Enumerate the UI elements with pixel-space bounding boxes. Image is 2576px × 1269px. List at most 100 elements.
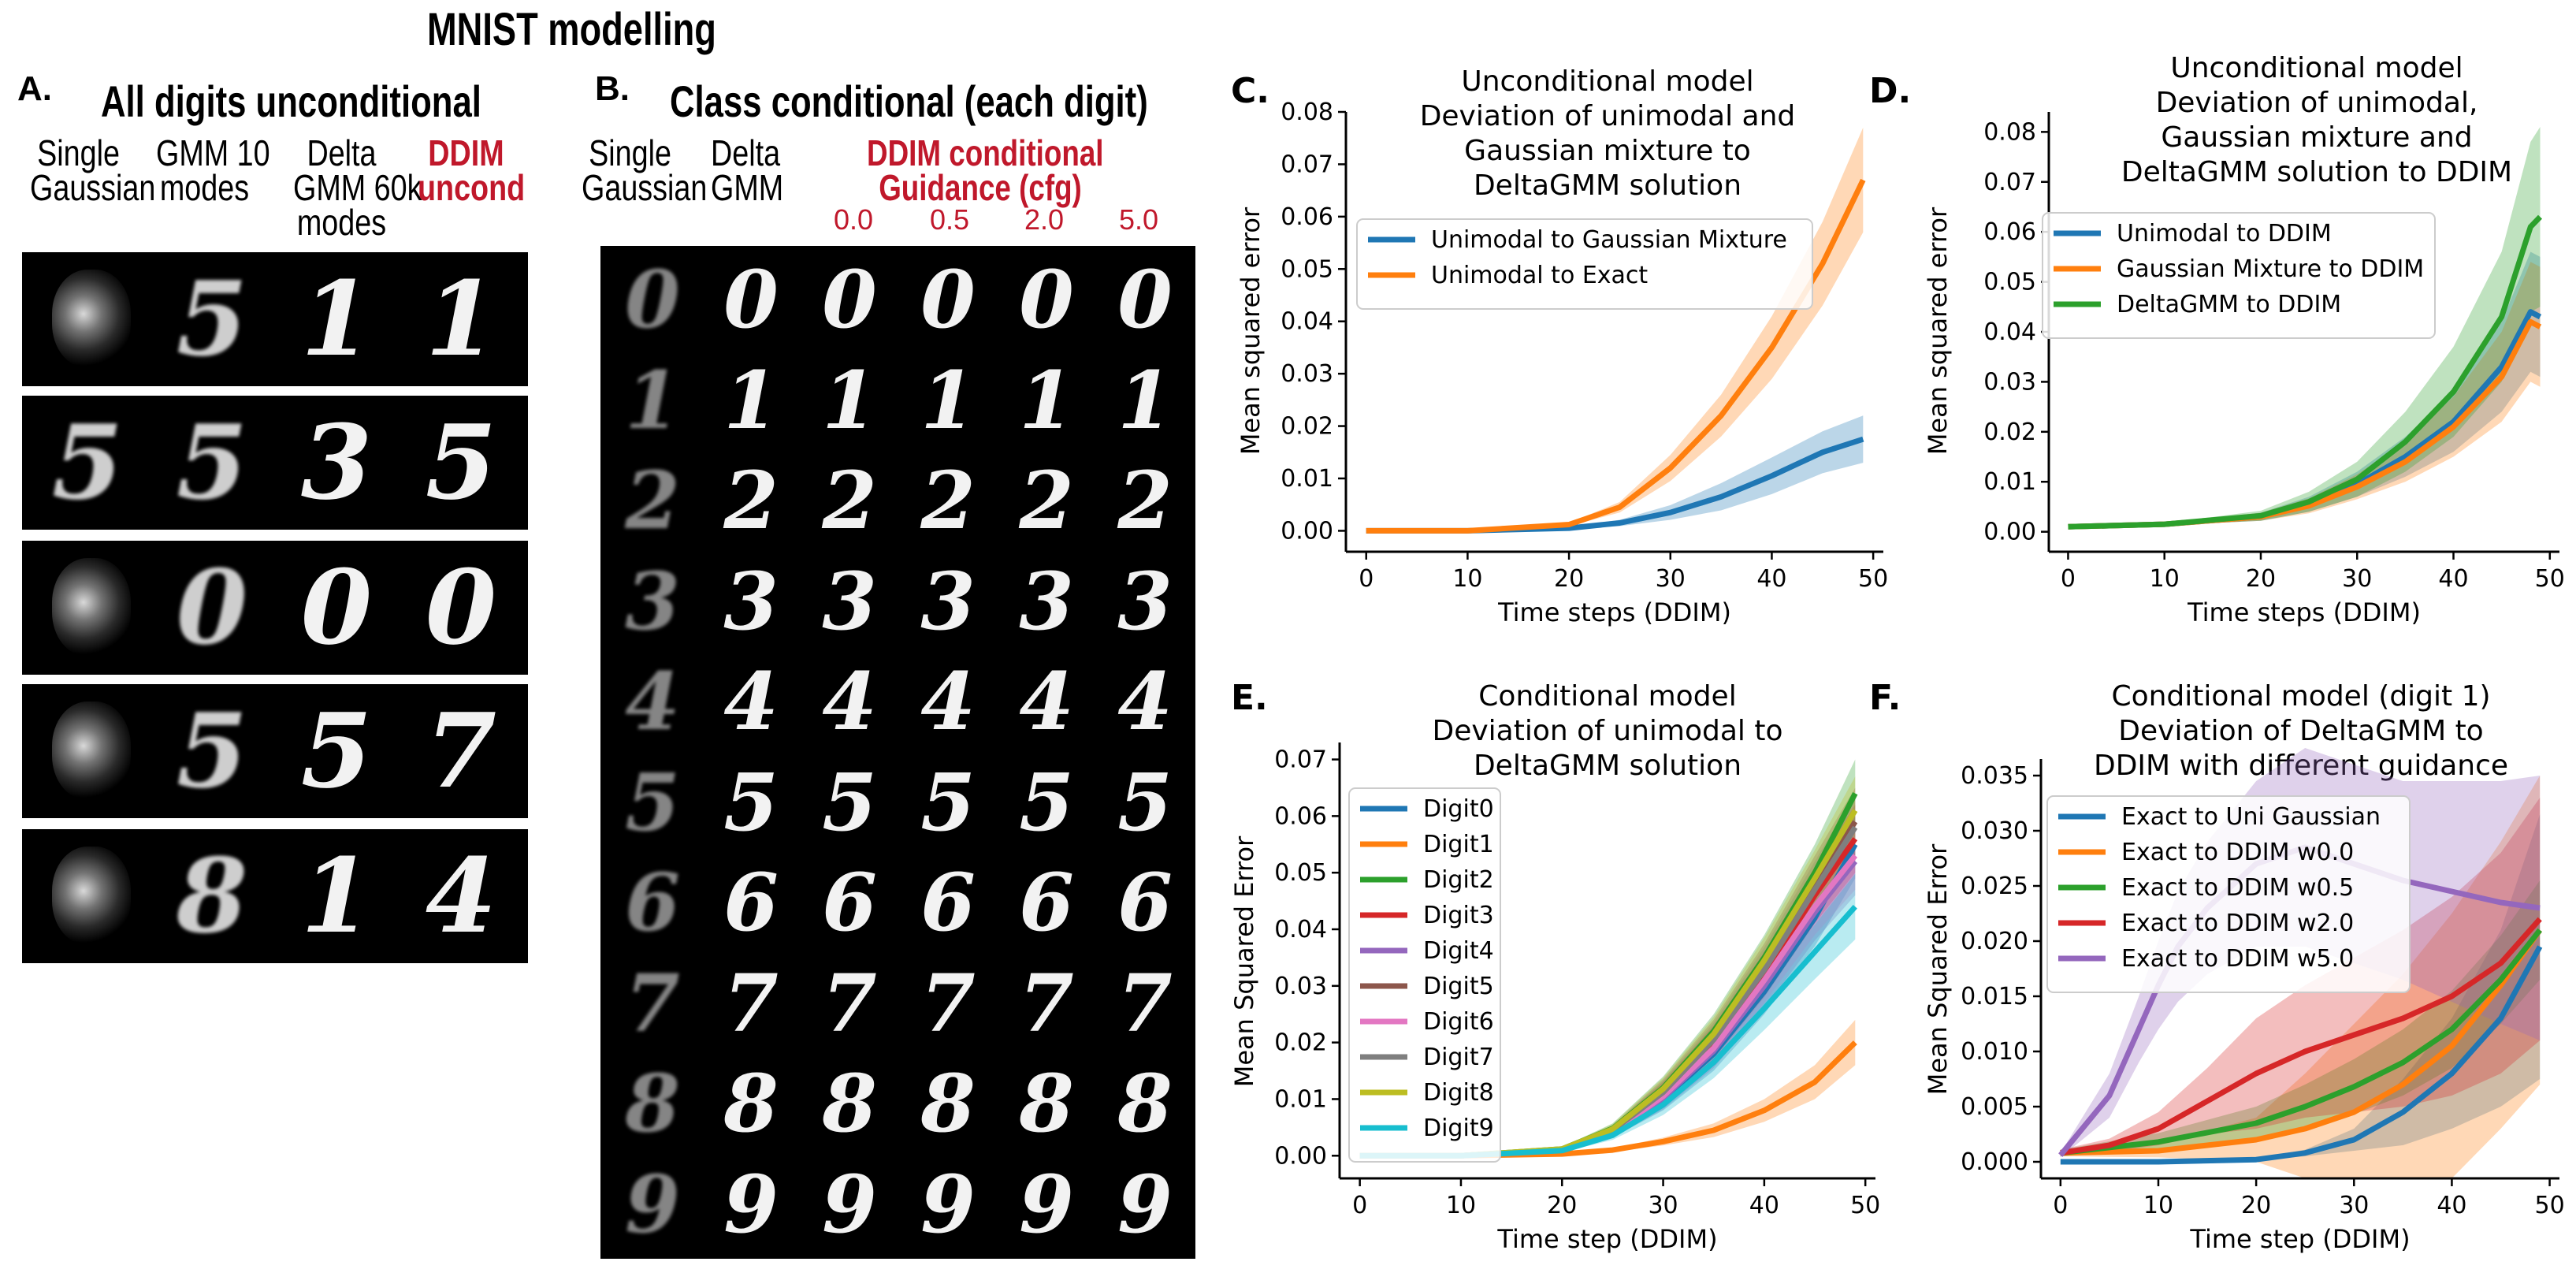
x-tick-label: 10 [1446, 1192, 1476, 1219]
panel-letter: C. [1231, 71, 1269, 111]
y-tick-label: 0.03 [1274, 973, 1327, 1000]
digit-sample: 5 [1117, 755, 1173, 849]
legend-label: Digit9 [1423, 1115, 1494, 1142]
y-tick-label: 0.02 [1983, 419, 2036, 446]
y-tick-label: 0.05 [1274, 859, 1327, 887]
x-tick-label: 10 [2150, 565, 2180, 593]
x-tick-label: 30 [2339, 1192, 2369, 1219]
confidence-band-exact-to-ddim-w0-5 [2060, 880, 2541, 1156]
single-gaussian-sample: 3 [625, 554, 680, 648]
y-tick-label: 0.000 [1961, 1148, 2028, 1176]
y-tick-label: 0.05 [1281, 255, 1333, 283]
legend-box [1356, 218, 1813, 310]
x-tick-label: 10 [2143, 1192, 2173, 1219]
digit-sample: 1 [300, 259, 373, 379]
legend-label: Unimodal to DDIM [2117, 220, 2332, 247]
y-tick-label: 0.02 [1281, 413, 1333, 441]
x-tick-label: 40 [1749, 1192, 1779, 1219]
y-tick-label: 0.06 [1983, 218, 2036, 246]
single-gaussian-sample: 4 [625, 655, 680, 748]
digit-sample: 7 [425, 690, 497, 811]
panel-b-col-delta: Delta GMM [711, 132, 784, 208]
panel-a-col-header-line: GMM 10 [156, 132, 270, 173]
noisy-sample [52, 701, 131, 800]
digit-sample: 1 [300, 835, 373, 956]
y-tick-label: 0.05 [1983, 269, 2036, 296]
confidence-band-exact-to-ddim-w0-0 [2060, 776, 2541, 1178]
digit-sample: 5 [300, 690, 373, 811]
chart-title-line: Gaussian mixture and [2161, 121, 2472, 154]
digit-sample: 3 [920, 554, 976, 648]
digit-sample: 6 [723, 856, 779, 949]
y-tick-label: 0.010 [1961, 1038, 2028, 1066]
confidence-band-exact-to-ddim-w2-0 [2060, 798, 2541, 1156]
digit-sample: 2 [1117, 454, 1173, 547]
confidence-band-unimodal-to-gaussian-mixture [1366, 415, 1864, 531]
chart-title-line: Gaussian mixture to [1464, 135, 1751, 167]
digit-sample: 7 [822, 956, 877, 1050]
digit-sample: 9 [920, 1157, 976, 1251]
y-axis-label: Mean Squared Error [1923, 843, 1953, 1095]
noisy-sample [52, 270, 131, 368]
panel-letter: D. [1869, 71, 1911, 111]
digit-sample: 1 [920, 353, 976, 447]
digit-sample: 6 [1117, 856, 1173, 949]
chart-f: F. Conditional model (digit 1)Deviation o… [1869, 678, 2565, 1254]
panel-a-col-header-line: Single [37, 132, 120, 173]
panel-a-col-header-line: modes [159, 167, 250, 208]
legend-label: Exact to DDIM w0.0 [2121, 839, 2354, 866]
chart-title-line: DDIM with different guidance [2094, 750, 2508, 782]
x-tick-label: 50 [2534, 1192, 2564, 1219]
y-tick-label: 0.01 [1274, 1085, 1327, 1113]
legend-label: Exact to DDIM w2.0 [2121, 910, 2354, 937]
panel-a-col-header-line: DDIM [428, 132, 504, 173]
chart-title-line: Deviation of unimodal to [1432, 715, 1782, 747]
x-axis-label: Time steps (DDIM) [2187, 597, 2421, 627]
panel-a-col-header-line: uncond [418, 167, 526, 208]
digit-sample: 8 [1019, 1057, 1074, 1150]
legend-label: Exact to DDIM w5.0 [2121, 945, 2354, 973]
y-tick-label: 0.08 [1281, 99, 1333, 126]
digit-sample: 8 [920, 1057, 976, 1150]
confidence-band-exact-to-ddim-w5-0 [2060, 748, 2541, 1158]
chart-title-line: DeltaGMM solution [1474, 169, 1741, 202]
legend-label: Digit2 [1423, 866, 1494, 894]
x-tick-label: 0 [1359, 565, 1373, 593]
legend-label: Digit4 [1423, 937, 1494, 965]
y-tick-label: 0.04 [1281, 308, 1333, 336]
legend-label: Digit8 [1423, 1079, 1494, 1107]
guidance-label: 5.0 [1119, 203, 1159, 236]
panel-b-letter: B. [595, 69, 630, 108]
confidence-band-unimodal-to-exact [1366, 127, 1864, 531]
digit-sample: 3 [1117, 554, 1173, 648]
digit-sample: 5 [425, 402, 497, 523]
digit-sample: 4 [425, 835, 497, 956]
digit-sample: 4 [723, 655, 779, 748]
single-gaussian-sample: 1 [625, 353, 680, 447]
digit-sample: 0 [723, 253, 779, 346]
panel-a-image-row [22, 396, 528, 530]
guidance-label: 0.0 [834, 203, 874, 236]
figure-title: MNIST modelling [427, 4, 716, 55]
x-tick-label: 20 [1547, 1192, 1577, 1219]
digit-sample: 9 [822, 1157, 877, 1251]
chart-title-line: Conditional model (digit 1) [2111, 680, 2490, 713]
x-tick-label: 10 [1452, 565, 1482, 593]
legend-box [2046, 795, 2411, 993]
y-tick-label: 0.00 [1281, 517, 1333, 545]
digit-sample: 4 [1019, 655, 1074, 748]
y-tick-label: 0.015 [1961, 983, 2028, 1010]
digit-sample: 1 [822, 353, 877, 447]
panel-a-col-header-line: modes [296, 202, 387, 243]
panel-a-title: All digits unconditional [101, 76, 481, 126]
y-tick-label: 0.01 [1281, 465, 1333, 493]
y-tick-label: 0.03 [1983, 368, 2036, 396]
legend-label: Digit3 [1423, 902, 1494, 929]
digit-sample: 7 [1117, 956, 1173, 1050]
legend-label: Digit1 [1423, 831, 1494, 858]
confidence-band-gaussian-mixture-to-ddim [2068, 262, 2541, 527]
